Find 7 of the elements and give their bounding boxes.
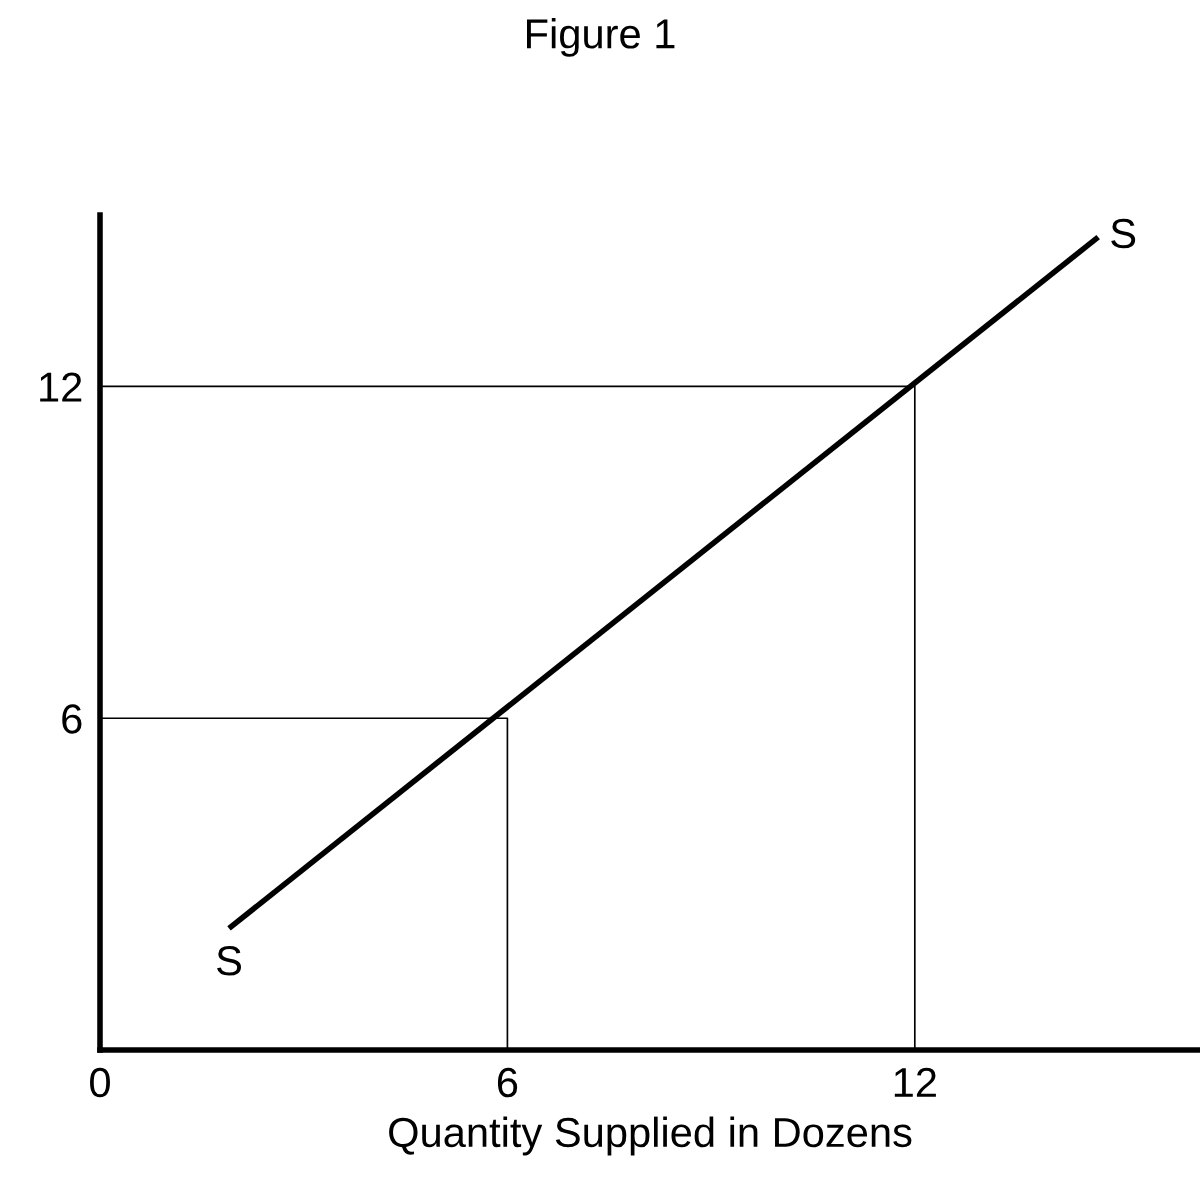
- annotation: S: [217, 946, 241, 976]
- x-tick-label: 12: [894, 1067, 936, 1097]
- x-tick-label: 0: [90, 1067, 110, 1098]
- chart-title: Figure 1: [527, 18, 675, 57]
- x-axis-title: Quantity Supplied in Dozens: [389, 1116, 912, 1156]
- x-tick-label: 6: [497, 1067, 518, 1098]
- annotation: S: [1111, 218, 1136, 249]
